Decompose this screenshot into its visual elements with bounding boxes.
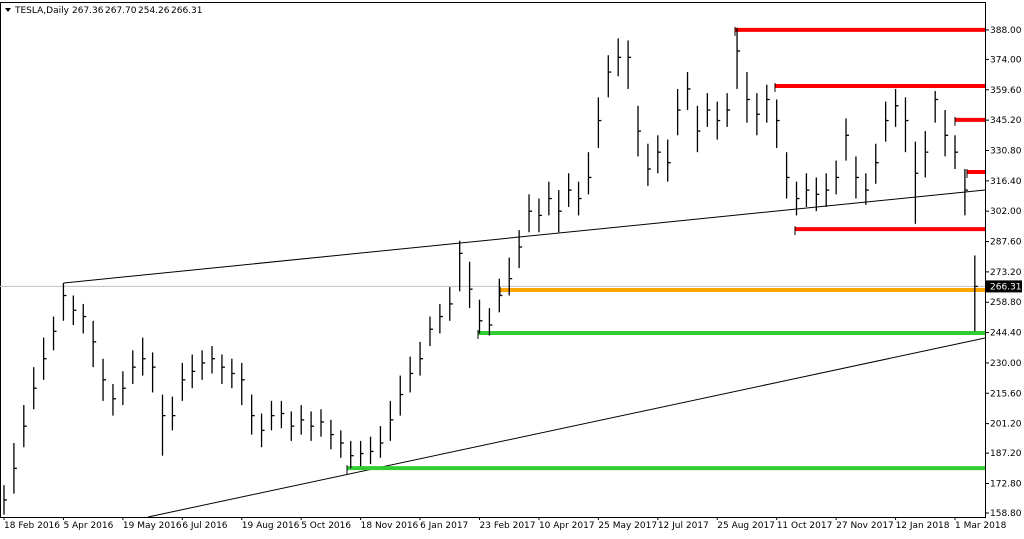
- x-tick-label: 19 Aug 2016: [242, 521, 300, 531]
- y-tick-label: 359.60: [990, 86, 1022, 96]
- y-tick-label: 345.20: [990, 116, 1022, 126]
- y-tick-label: 330.80: [990, 146, 1022, 156]
- trendline: [63, 189, 986, 284]
- trendline: [147, 337, 986, 518]
- y-tick-label: 388.00: [990, 26, 1022, 36]
- y-tick-label: 215.60: [990, 389, 1022, 399]
- symbol: TESLA,Daily: [14, 6, 70, 16]
- y-tick-label: 201.20: [990, 420, 1022, 430]
- x-tick-label: 11 Oct 2017: [777, 521, 833, 531]
- x-tick-label: 25 Aug 2017: [717, 521, 775, 531]
- plot-border: [0, 2, 986, 518]
- x-tick-label: 6 Jan 2017: [420, 521, 468, 531]
- menu-triangle[interactable]: [5, 8, 11, 12]
- y-tick-label: 302.00: [990, 207, 1022, 217]
- y-tick-label: 273.20: [990, 268, 1022, 278]
- x-tick-label: 5 Apr 2016: [63, 521, 113, 531]
- x-tick-label: 18 Nov 2016: [361, 521, 419, 531]
- x-tick-label: 5 Oct 2016: [301, 521, 351, 531]
- x-tick-label: 12 Jan 2018: [896, 521, 950, 531]
- x-tick-label: 19 May 2016: [123, 521, 182, 531]
- x-tick-label: 12 Jul 2017: [658, 521, 709, 531]
- y-tick-label: 158.80: [990, 509, 1022, 519]
- y-tick-label: 172.80: [990, 479, 1022, 489]
- y-tick-label: 287.60: [990, 238, 1022, 248]
- y-tick-label: 244.40: [990, 329, 1022, 339]
- header-open: 267.36: [72, 6, 104, 16]
- x-tick-label: 1 Mar 2018: [955, 521, 1007, 531]
- y-tick-label: 187.20: [990, 449, 1022, 459]
- y-tick-label: 316.40: [990, 177, 1022, 187]
- x-tick-label: 18 Feb 2016: [4, 521, 60, 531]
- x-tick-label: 10 Apr 2017: [539, 521, 595, 531]
- header-low: 254.26: [138, 6, 170, 16]
- x-tick-label: 6 Jul 2016: [182, 521, 227, 531]
- y-tick-label: 230.00: [990, 359, 1022, 369]
- last-price-label: 266.31: [990, 282, 1022, 292]
- x-tick-label: 23 Feb 2017: [480, 521, 536, 531]
- y-tick-label: 258.80: [990, 298, 1022, 308]
- y-tick-label: 374.00: [990, 55, 1022, 65]
- x-tick-label: 27 Nov 2017: [836, 521, 894, 531]
- header-close: 266.31: [171, 6, 203, 16]
- last-price-box: [986, 280, 1022, 293]
- x-tick-label: 25 May 2017: [598, 521, 657, 531]
- header-high: 267.70: [105, 6, 137, 16]
